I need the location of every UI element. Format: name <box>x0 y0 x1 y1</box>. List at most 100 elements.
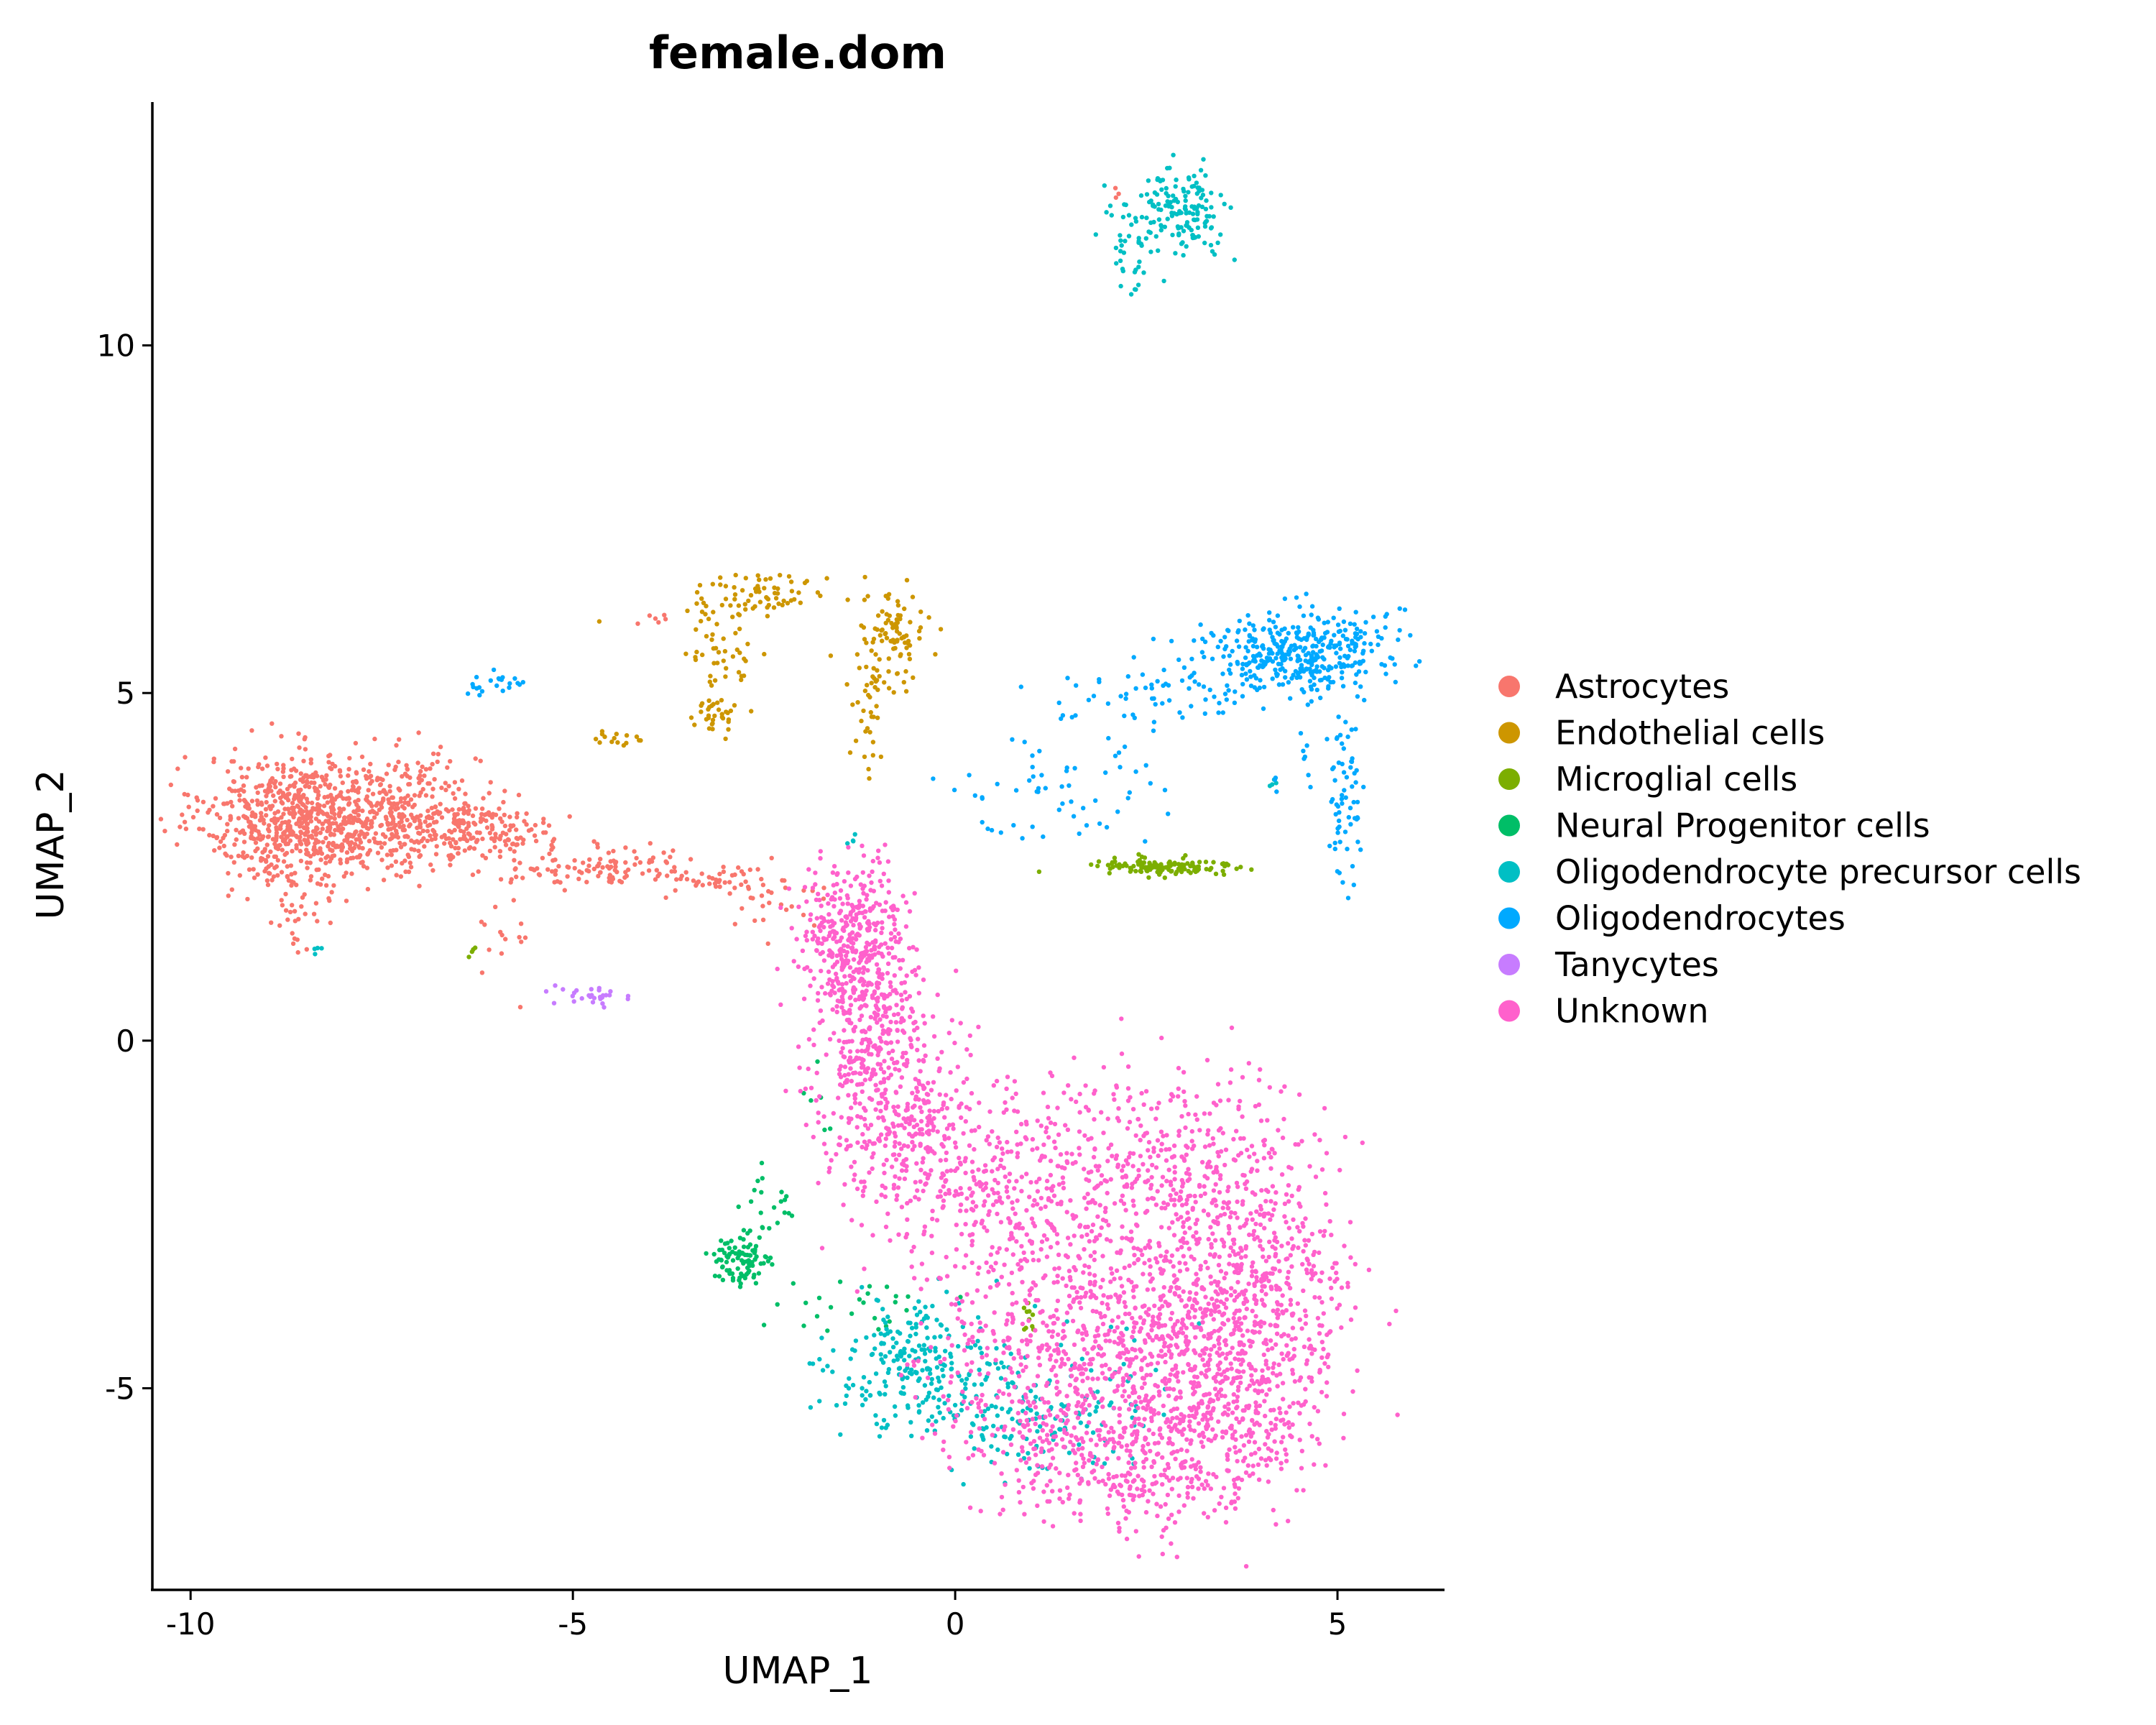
data-point <box>1052 1266 1057 1271</box>
data-point <box>894 990 899 995</box>
data-point <box>706 713 711 718</box>
data-point <box>975 1315 981 1320</box>
data-point <box>926 1080 931 1086</box>
data-point <box>1156 217 1162 222</box>
data-point <box>902 1126 907 1131</box>
data-point <box>723 674 728 679</box>
data-point <box>288 863 294 868</box>
data-point <box>290 805 295 811</box>
data-point <box>1201 1208 1207 1213</box>
data-point <box>292 870 298 875</box>
data-point <box>997 1140 1003 1145</box>
data-point <box>375 801 380 806</box>
data-point <box>412 793 418 798</box>
data-point <box>318 830 323 835</box>
data-point <box>852 1100 858 1105</box>
data-point <box>688 857 694 862</box>
data-point <box>849 1164 854 1169</box>
data-point <box>894 1340 899 1346</box>
data-point <box>683 870 688 875</box>
data-point <box>197 827 202 832</box>
data-point <box>372 815 377 820</box>
data-point <box>845 597 850 602</box>
data-point <box>876 1137 881 1142</box>
data-point <box>510 842 515 847</box>
data-point <box>1183 207 1189 213</box>
data-point <box>755 573 760 578</box>
data-point <box>304 847 309 852</box>
data-point <box>1172 1177 1177 1182</box>
data-point <box>272 816 277 821</box>
data-point <box>1231 1136 1236 1142</box>
data-point <box>1228 1067 1234 1072</box>
data-point <box>1185 861 1190 866</box>
data-point <box>267 829 272 834</box>
data-point <box>806 1066 811 1072</box>
data-point <box>1073 713 1078 718</box>
data-point <box>1149 1174 1154 1180</box>
data-point <box>819 1246 825 1251</box>
data-point <box>404 834 410 839</box>
data-point <box>730 615 735 620</box>
data-point <box>920 1159 926 1165</box>
data-point <box>1291 648 1297 653</box>
data-point <box>1352 648 1358 654</box>
data-point <box>974 1204 979 1209</box>
data-point <box>353 799 358 804</box>
data-point <box>1182 1099 1187 1104</box>
data-point <box>741 1237 746 1242</box>
data-point <box>1340 761 1345 767</box>
data-point <box>848 1143 853 1149</box>
data-point <box>852 1177 857 1182</box>
data-point <box>356 855 362 860</box>
data-point <box>229 799 234 805</box>
data-point <box>724 1259 729 1265</box>
data-point <box>801 996 807 1001</box>
data-point <box>1158 228 1164 233</box>
data-point <box>1083 1083 1088 1088</box>
data-point <box>1209 205 1214 210</box>
data-point <box>1153 702 1158 707</box>
data-point <box>816 1295 822 1301</box>
data-point <box>1072 765 1077 771</box>
data-point <box>1014 1239 1019 1244</box>
data-point <box>1020 836 1025 841</box>
data-point <box>808 968 813 973</box>
data-point <box>832 931 837 936</box>
data-point <box>279 734 284 739</box>
data-point <box>389 813 394 819</box>
data-point <box>864 640 869 645</box>
data-point <box>637 860 643 865</box>
data-point <box>877 1392 883 1397</box>
data-point <box>254 798 260 804</box>
data-point <box>1358 684 1363 689</box>
data-point <box>1343 719 1348 724</box>
data-point <box>865 1126 871 1131</box>
data-point <box>1143 1089 1149 1094</box>
data-point <box>1105 1116 1110 1121</box>
data-point <box>359 829 364 834</box>
data-point <box>1202 1184 1207 1189</box>
data-point <box>1280 666 1285 671</box>
data-point <box>1295 1301 1301 1306</box>
data-point <box>1116 1118 1122 1123</box>
data-point <box>1328 641 1333 646</box>
data-point <box>704 634 709 639</box>
data-point <box>1237 618 1243 624</box>
data-point <box>1068 1198 1073 1203</box>
data-point <box>273 837 279 843</box>
data-point <box>471 846 477 851</box>
data-point <box>1000 1406 1005 1412</box>
data-point <box>849 1021 854 1026</box>
data-point <box>893 1413 898 1418</box>
data-point <box>736 603 742 608</box>
data-point <box>1045 1104 1051 1110</box>
data-point <box>1309 662 1314 668</box>
data-point <box>497 806 502 811</box>
data-point <box>1203 860 1209 865</box>
data-point <box>822 1127 827 1133</box>
data-point <box>1184 224 1190 229</box>
data-point <box>1337 606 1342 611</box>
data-point <box>967 1233 972 1238</box>
data-point <box>903 1063 909 1069</box>
